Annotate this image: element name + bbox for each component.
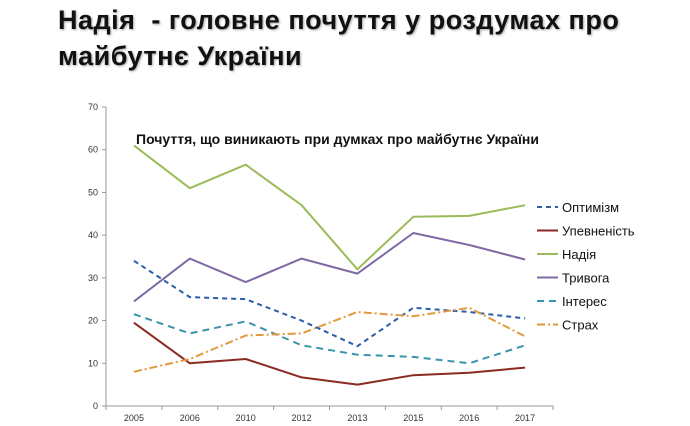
- y-tick-label: 60: [88, 145, 98, 155]
- legend-label-3: Тривога: [562, 271, 610, 286]
- y-tick-label: 10: [88, 358, 98, 368]
- y-tick-label: 70: [88, 102, 98, 112]
- x-tick-label: 2010: [236, 413, 256, 423]
- series-line-3: [133, 232, 526, 303]
- x-tick-label: 2017: [515, 413, 535, 423]
- series-line-4: [133, 313, 526, 365]
- x-tick-label: 2015: [403, 413, 423, 423]
- chart-series-lines: [133, 144, 526, 386]
- slide-title-line-1: Надія - головне почуття у роздумах про: [58, 5, 620, 35]
- series-line-5: [133, 306, 526, 373]
- x-tick-label: 2013: [347, 413, 367, 423]
- x-tick-label: 2016: [459, 413, 479, 423]
- y-tick-label: 20: [88, 316, 98, 326]
- series-line-0: [133, 259, 526, 348]
- chart-axes: 0 10 20 30 40 50 60 70 2005 2006 2010 2012 2013 2015 2…: [88, 102, 554, 423]
- series-line-1: [133, 321, 526, 386]
- y-tick-label: 30: [88, 273, 98, 283]
- x-tick-label: 2006: [180, 413, 200, 423]
- legend-label-2: Надія: [562, 247, 596, 262]
- legend-label-1: Упевненість: [562, 224, 635, 239]
- chart-title: Почуття, що виникають при думках про май…: [136, 131, 539, 147]
- slide-title: Надія - головне почуття у роздумах про м…: [58, 2, 678, 74]
- slide-title-line-2: майбутнє України: [58, 41, 303, 71]
- series-line-2: [133, 144, 526, 271]
- y-tick-label: 50: [88, 187, 98, 197]
- y-tick-label: 40: [88, 230, 98, 240]
- x-tick-label: 2012: [292, 413, 312, 423]
- chart-legend: Оптимізм Упевненість Надія Тривога Інтерес Ст…: [537, 200, 635, 333]
- legend-label-0: Оптимізм: [562, 200, 619, 215]
- legend-label-4: Інтерес: [562, 294, 607, 309]
- y-tick-label: 0: [93, 401, 98, 411]
- x-tick-label: 2005: [124, 413, 144, 423]
- legend-label-5: Страх: [562, 318, 599, 333]
